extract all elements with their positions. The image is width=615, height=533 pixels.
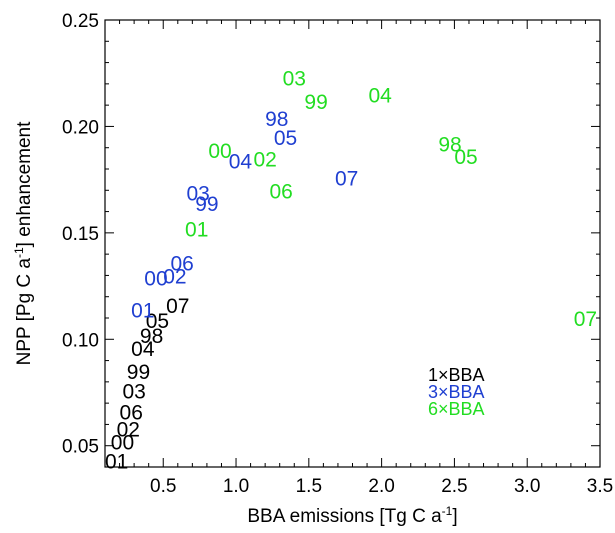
y-tick-label: 0.10 (62, 330, 99, 351)
x-tick-label: 0.5 (150, 476, 176, 497)
plot-frame (104, 19, 601, 468)
data-point-label: 07 (335, 168, 358, 191)
data-point-label: 98 (140, 325, 163, 348)
x-tick-label: 1.0 (223, 476, 249, 497)
legend-entry: 3×BBA (428, 382, 485, 402)
data-point-label: 00 (111, 431, 134, 454)
data-point-label: 00 (208, 140, 231, 163)
y-axis-title: NPP [Pg C a-1] enhancement (12, 121, 35, 365)
data-point-label: 02 (163, 265, 186, 288)
data-point-label: 01 (131, 299, 154, 322)
data-point-label: 05 (274, 127, 297, 150)
y-tick-label: 0.25 (62, 11, 99, 32)
x-tick-label: 3.0 (514, 476, 540, 497)
x-axis-title: BBA emissions [Tg C a-1] (247, 504, 457, 527)
x-tick-label: 2.5 (441, 476, 467, 497)
legend-entry: 1×BBA (428, 365, 485, 385)
data-point-label: 06 (269, 180, 292, 203)
data-point-label: 00 (144, 268, 167, 291)
data-points: 0100020603990498050701000206990304059807… (105, 67, 597, 473)
data-point-label: 06 (120, 402, 143, 425)
data-point-label: 06 (170, 253, 193, 276)
data-point-label: 02 (117, 419, 140, 442)
data-point-label: 04 (229, 150, 253, 173)
data-point-label: 07 (166, 295, 189, 318)
data-point-label: 98 (265, 108, 288, 131)
data-point-label: 01 (185, 219, 208, 242)
data-point-label: 03 (186, 182, 209, 205)
data-point-label: 03 (283, 67, 306, 90)
data-point-label: 07 (574, 308, 597, 331)
data-point-label: 04 (368, 85, 392, 108)
data-point-label: 02 (253, 148, 276, 171)
y-tick-label: 0.20 (62, 117, 99, 138)
x-tick-label: 3.5 (587, 476, 613, 497)
data-point-label: 99 (195, 193, 218, 216)
data-point-label: 98 (438, 133, 461, 156)
data-point-label: 05 (146, 310, 169, 333)
data-point-label: 99 (304, 91, 327, 114)
y-tick-label: 0.05 (62, 437, 99, 458)
axis-ticks: 0.5 1.0 1.5 2.0 2.5 3.0 3.5 0.05 0.10 0.15 0.20 0.2… (62, 11, 613, 497)
data-point-label: 04 (131, 338, 155, 361)
data-point-label: 03 (122, 380, 145, 403)
legend-entry: 6×BBA (428, 399, 485, 419)
x-tick-label: 1.5 (296, 476, 322, 497)
data-point-label: 05 (454, 146, 477, 169)
data-point-label: 99 (127, 361, 150, 384)
data-point-label: 01 (105, 451, 128, 474)
x-tick-label: 2.0 (368, 476, 394, 497)
y-tick-label: 0.15 (62, 224, 99, 245)
